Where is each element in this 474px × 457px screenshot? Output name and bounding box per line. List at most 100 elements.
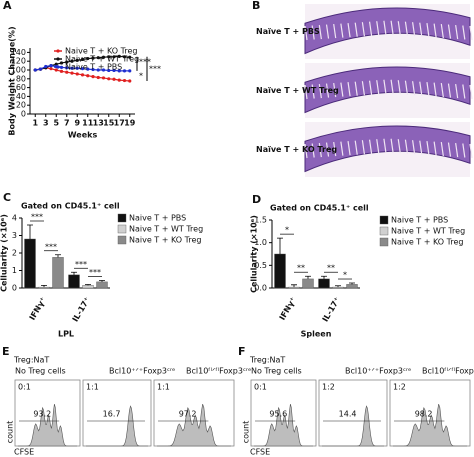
error-bar [41, 284, 47, 288]
plot-title: No Treg cells [15, 367, 66, 376]
villus [311, 143, 315, 158]
villus [404, 21, 409, 36]
villus [333, 24, 337, 39]
y-tick-label: 3 [12, 231, 17, 240]
villus [419, 140, 423, 155]
point [117, 78, 121, 82]
legend-dot [56, 57, 60, 61]
villus [426, 82, 430, 97]
villus [447, 142, 452, 157]
y-tick-label: 0 [21, 110, 26, 119]
y-axis-label: count [6, 421, 15, 444]
ratio: 1:1 [157, 383, 170, 392]
chart-title: Gated on CD45.1⁺ cell [270, 204, 369, 213]
y-tick-label: 60 [16, 83, 26, 92]
y-tick-label: 1.5 [254, 216, 267, 225]
point [33, 68, 37, 72]
x-tick-label: 11 [82, 119, 94, 128]
ratio: 1:1 [86, 383, 99, 392]
villus [304, 25, 308, 41]
plot-title: Bcl10ᶠˡᐟᶠˡFoxp3ᶜʳᵉ [186, 367, 251, 376]
villus [347, 82, 351, 97]
point [112, 77, 116, 81]
bar [346, 284, 358, 289]
plot-frame [82, 379, 152, 447]
point [38, 67, 43, 71]
villus [397, 80, 401, 95]
villus [347, 141, 351, 156]
legend-label: Naive T + WT Treg [391, 227, 465, 236]
villus [462, 84, 466, 99]
y-axis-label: count [242, 421, 251, 444]
x-tick-label: IL-17⁺ [321, 296, 342, 324]
point [59, 69, 64, 73]
annotation: *** [75, 260, 87, 269]
annotation: ** [327, 264, 335, 273]
villus [368, 21, 373, 36]
villus [318, 24, 322, 40]
gate-percent: 14.4 [339, 410, 357, 419]
ratio: 0:1 [254, 383, 267, 392]
villus [340, 23, 344, 38]
villus [383, 79, 387, 94]
image-caption: Naïve T + PBS [256, 27, 320, 36]
villus [469, 25, 473, 41]
error-bar [85, 284, 91, 286]
gate-percent: 93.2 [33, 410, 51, 419]
legend-swatch [379, 226, 389, 236]
point [107, 68, 111, 73]
plot-title: Bcl10⁺ᐟ⁺Foxp3ᶜʳᵉ [109, 367, 175, 376]
legend-label: Naive T + PBS [65, 63, 122, 72]
y-tick-label: 80 [16, 74, 26, 83]
x-tick-label: 5 [53, 119, 59, 128]
legend-swatch [117, 235, 127, 245]
error-bar [55, 254, 61, 258]
point [107, 77, 111, 81]
gate-percent: 16.7 [103, 410, 121, 419]
villus [426, 141, 430, 156]
villus [340, 82, 344, 97]
point [54, 68, 58, 72]
villus [440, 142, 444, 157]
point [96, 56, 100, 60]
villus [318, 142, 322, 158]
error-bar [349, 282, 355, 285]
villus [311, 25, 315, 40]
villus [412, 140, 416, 155]
villus [383, 138, 387, 153]
villus [469, 143, 473, 159]
point [122, 78, 127, 83]
image-caption: Naïve T + KO Treg [256, 145, 337, 154]
bar [38, 286, 50, 289]
ratio-title: Treg:NaT [13, 356, 49, 365]
histogram [322, 405, 384, 447]
histogram [157, 403, 231, 447]
point [86, 74, 90, 78]
y-tick-label: 4 [12, 214, 17, 223]
legend-swatch [379, 237, 389, 247]
annotation: * [139, 72, 143, 81]
point [80, 57, 85, 62]
y-tick-label: 0.0 [254, 284, 267, 293]
x-axis-label: CFSE [250, 448, 270, 457]
x-tick-label: 3 [43, 119, 49, 128]
villus [347, 23, 351, 38]
error-bar [321, 275, 327, 279]
x-tick-label: IL-17⁺ [71, 296, 92, 324]
villus [419, 22, 423, 37]
legend-dot [56, 49, 60, 53]
bar [288, 286, 300, 289]
error-bar [27, 224, 33, 239]
bar [274, 253, 286, 289]
histogram [254, 403, 313, 447]
y-tick-label: 1.0 [254, 238, 267, 247]
tissue [304, 7, 471, 55]
villus [433, 141, 437, 156]
villus [419, 81, 423, 96]
legend-label: Naive T + WT Treg [129, 225, 203, 234]
villus [462, 143, 466, 158]
y-tick-label: 100 [11, 66, 26, 75]
x-tick-label: 19 [124, 119, 136, 128]
tissue [304, 125, 471, 173]
